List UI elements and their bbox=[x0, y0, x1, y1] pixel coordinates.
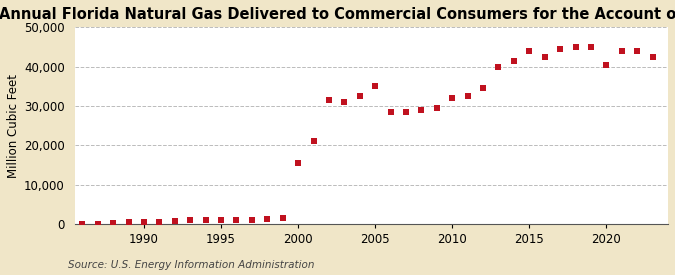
Point bbox=[632, 49, 643, 53]
Point bbox=[539, 55, 550, 59]
Point bbox=[462, 94, 473, 98]
Point bbox=[339, 100, 350, 104]
Point bbox=[493, 64, 504, 69]
Point bbox=[123, 220, 134, 224]
Point bbox=[370, 84, 381, 89]
Point bbox=[385, 110, 396, 114]
Point bbox=[478, 86, 489, 90]
Y-axis label: Million Cubic Feet: Million Cubic Feet bbox=[7, 74, 20, 178]
Point bbox=[570, 45, 581, 49]
Point bbox=[185, 218, 196, 223]
Point bbox=[246, 218, 257, 222]
Point bbox=[77, 221, 88, 226]
Point bbox=[200, 218, 211, 222]
Point bbox=[601, 62, 612, 67]
Point bbox=[524, 49, 535, 53]
Point bbox=[586, 45, 597, 49]
Point bbox=[215, 218, 226, 222]
Point bbox=[447, 96, 458, 100]
Point bbox=[323, 98, 334, 102]
Point bbox=[154, 220, 165, 225]
Point bbox=[555, 47, 566, 51]
Point bbox=[508, 59, 519, 63]
Point bbox=[354, 94, 365, 98]
Title: Annual Florida Natural Gas Delivered to Commercial Consumers for the Account of : Annual Florida Natural Gas Delivered to … bbox=[0, 7, 675, 22]
Point bbox=[92, 222, 103, 226]
Point bbox=[416, 108, 427, 112]
Point bbox=[400, 110, 411, 114]
Point bbox=[262, 217, 273, 221]
Point bbox=[616, 49, 627, 53]
Point bbox=[138, 219, 149, 224]
Point bbox=[277, 216, 288, 220]
Point bbox=[231, 218, 242, 223]
Text: Source: U.S. Energy Information Administration: Source: U.S. Energy Information Administ… bbox=[68, 260, 314, 270]
Point bbox=[647, 55, 658, 59]
Point bbox=[308, 139, 319, 144]
Point bbox=[293, 161, 304, 165]
Point bbox=[169, 219, 180, 224]
Point bbox=[431, 106, 442, 110]
Point bbox=[108, 221, 119, 225]
